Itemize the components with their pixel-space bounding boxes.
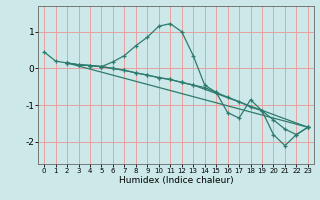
X-axis label: Humidex (Indice chaleur): Humidex (Indice chaleur): [119, 176, 233, 185]
